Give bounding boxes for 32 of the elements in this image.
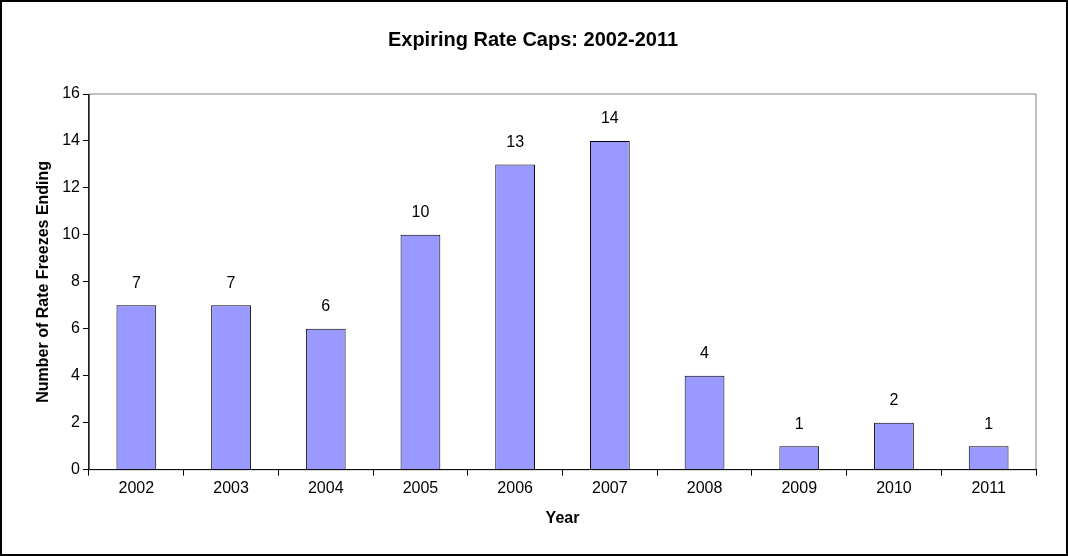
x-tick-label: 2007 — [592, 478, 628, 496]
y-tick-label: 12 — [62, 178, 81, 196]
y-tick-label: 16 — [62, 84, 81, 102]
x-tick-label: 2008 — [686, 478, 723, 496]
x-tick-label: 2005 — [402, 478, 439, 496]
x-tick-label: 2004 — [307, 478, 344, 496]
y-tick-label: 8 — [71, 272, 81, 290]
y-tick-label: 14 — [62, 131, 81, 149]
data-label: 1 — [794, 414, 804, 432]
x-tick-label: 2010 — [876, 478, 912, 496]
y-tick-label: 4 — [71, 366, 81, 384]
x-tick-label: 2009 — [781, 478, 818, 496]
x-axis-title: Year — [545, 508, 580, 526]
y-axis-title: Number of Rate Freezes Ending — [34, 160, 52, 403]
y-tick-label: 2 — [71, 413, 81, 431]
data-label: 6 — [321, 297, 331, 315]
y-tick-label: 0 — [71, 460, 81, 478]
data-label: 13 — [506, 132, 525, 150]
data-label: 14 — [600, 109, 619, 127]
data-label: 7 — [131, 273, 141, 291]
y-tick-label: 6 — [71, 319, 81, 337]
data-label: 7 — [226, 273, 236, 291]
chart-title: Expiring Rate Caps: 2002-2011 — [387, 27, 679, 50]
data-label: 1 — [984, 414, 994, 432]
data-label: 2 — [889, 391, 899, 409]
x-tick-label: 2011 — [971, 478, 1006, 496]
x-tick-label: 2003 — [213, 478, 249, 496]
data-label: 10 — [411, 203, 430, 221]
data-label: 4 — [700, 344, 710, 362]
x-tick-label: 2002 — [118, 478, 155, 496]
x-tick-label: 2006 — [497, 478, 534, 496]
y-tick-label: 10 — [62, 225, 81, 243]
